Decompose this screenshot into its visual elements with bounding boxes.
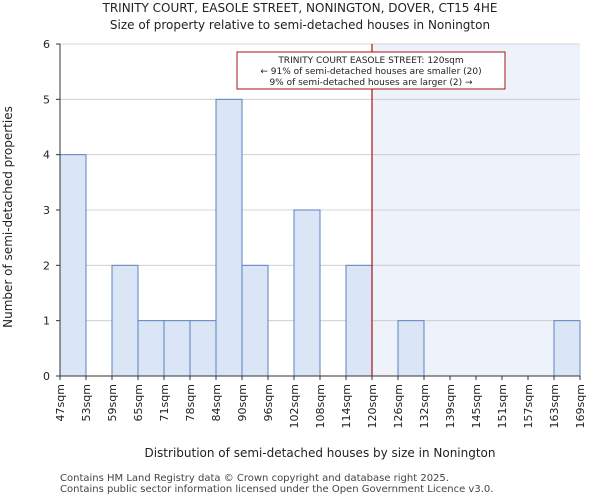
y-tick-label: 0 [43, 370, 50, 383]
histogram-bar [189, 320, 217, 377]
y-tick-label: 5 [43, 93, 50, 106]
x-tick-label: 157sqm [522, 384, 535, 428]
x-ticks: 47sqm 53sqm 59sqm 65sqm 71sqm 78sqm 84sqm 90sqm… [54, 376, 587, 428]
x-tick-label: 53sqm [80, 384, 93, 421]
x-tick-label: 96sqm [262, 384, 275, 421]
histogram-bar [345, 264, 373, 377]
annotation-line-3: 9% of semi-detached houses are larger (2… [269, 78, 473, 88]
footer-licence: Contains public sector information licen… [60, 484, 494, 495]
x-tick-label: 151sqm [496, 384, 509, 428]
x-tick-label: 47sqm [54, 384, 67, 421]
histogram-bar [241, 264, 269, 377]
x-tick-label: 102sqm [288, 384, 301, 428]
x-tick-label: 65sqm [132, 384, 145, 421]
y-tick-label: 2 [43, 259, 50, 272]
x-tick-label: 71sqm [158, 384, 171, 421]
histogram-bar [111, 264, 139, 377]
bars [59, 98, 581, 377]
x-tick-label: 132sqm [418, 384, 431, 428]
annotation-border [236, 51, 506, 90]
histogram-bar [553, 320, 581, 377]
x-tick-label: 114sqm [340, 384, 353, 428]
chart-title: TRINITY COURT, EASOLE STREET, NONINGTON,… [102, 1, 498, 15]
x-tick-label: 145sqm [470, 384, 483, 428]
x-tick-label: 84sqm [210, 384, 223, 421]
y-tick-label: 6 [43, 38, 50, 51]
x-tick-label: 108sqm [314, 384, 327, 428]
x-tick-label: 59sqm [106, 384, 119, 421]
histogram-bar [397, 320, 425, 377]
y-axis-label: Number of semi-detached properties [1, 106, 15, 328]
y-tick-label: 4 [43, 149, 50, 162]
annotation-line-1: TRINITY COURT EASOLE STREET: 120sqm [277, 56, 463, 66]
annotation-box: TRINITY COURT EASOLE STREET: 120sqm ← 91… [236, 51, 506, 90]
x-tick-label: 169sqm [574, 384, 587, 428]
annotation-line-2: ← 91% of semi-detached houses are smalle… [260, 67, 481, 77]
x-tick-label: 139sqm [444, 384, 457, 428]
x-axis-label: Distribution of semi-detached houses by … [144, 446, 495, 460]
histogram-bar [163, 320, 191, 377]
histogram-bar [137, 320, 165, 377]
x-tick-label: 126sqm [392, 384, 405, 428]
footer-copyright: Contains HM Land Registry data © Crown c… [60, 473, 449, 484]
y-tick-label: 1 [43, 315, 50, 328]
histogram-bar [59, 154, 87, 377]
y-tick-label: 3 [43, 204, 50, 217]
y-ticks: 0 1 2 3 4 5 6 [43, 38, 60, 383]
histogram-bar [215, 98, 243, 377]
x-tick-label: 90sqm [236, 384, 249, 421]
x-tick-label: 120sqm [366, 384, 379, 428]
histogram-bar [293, 209, 321, 377]
x-tick-label: 163sqm [548, 384, 561, 428]
chart-subtitle: Size of property relative to semi-detach… [109, 18, 491, 32]
x-tick-label: 78sqm [184, 384, 197, 421]
